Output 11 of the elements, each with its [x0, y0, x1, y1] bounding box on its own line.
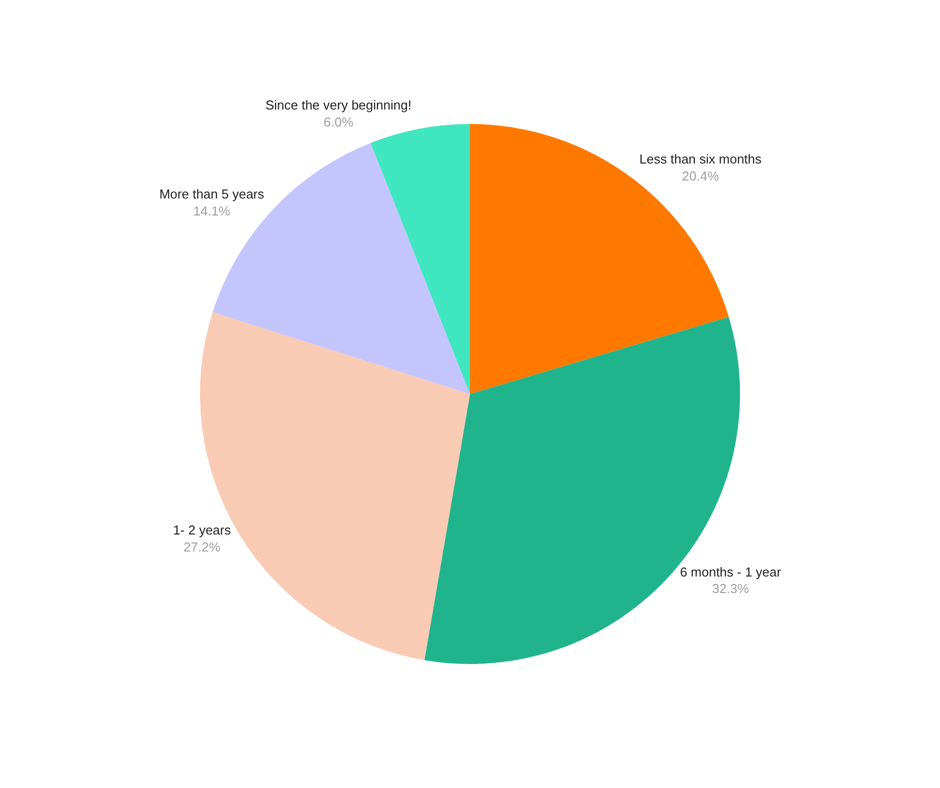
data-label: 20.4% [682, 168, 720, 184]
slice-label: 6 months - 1 year [680, 564, 782, 580]
slice-label: More than 5 years [159, 186, 265, 202]
data-label: 32.3% [712, 581, 750, 596]
slice-label: Less than six months [639, 151, 762, 166]
slice-label: 1- 2 years [173, 522, 232, 538]
data-label: 6.0% [324, 114, 354, 130]
data-label: 14.1% [193, 203, 231, 218]
pie-slice [370, 124, 470, 394]
data-label: 27.2% [184, 540, 221, 555]
slice-label: Since the very beginning! [265, 97, 412, 112]
